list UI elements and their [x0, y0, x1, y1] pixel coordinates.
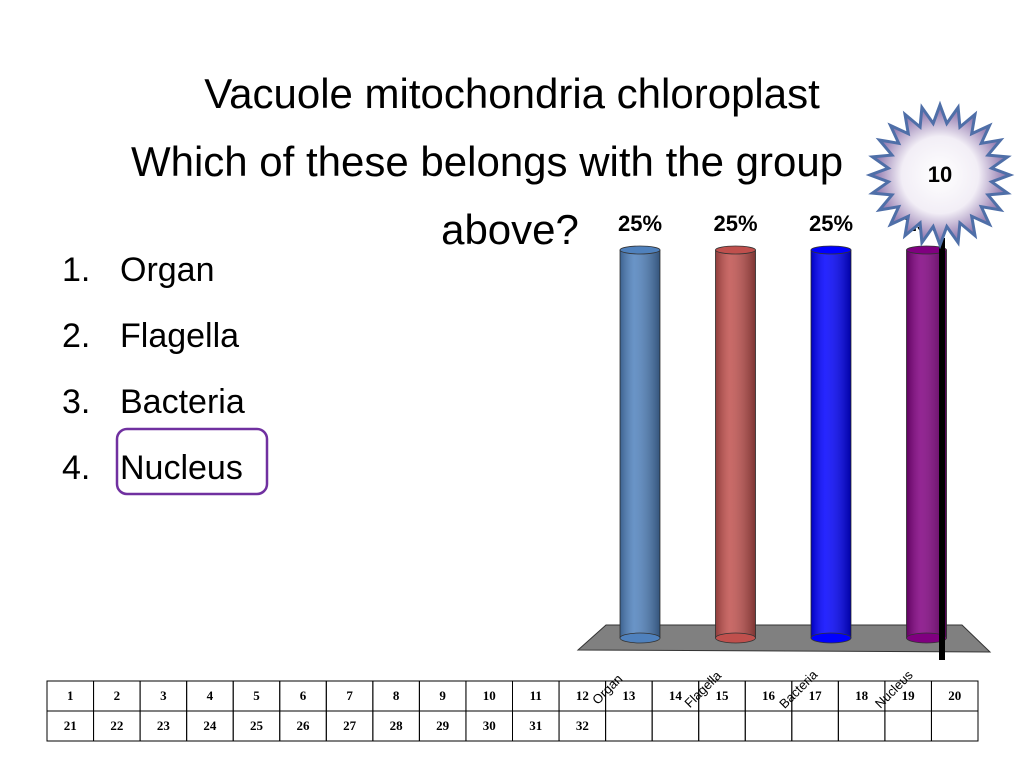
grid-number: 25: [250, 718, 264, 733]
grid-number: 18: [855, 688, 869, 703]
grid-number: 31: [529, 718, 542, 733]
grid-number: 20: [948, 688, 961, 703]
slide-title: above?: [441, 206, 579, 253]
grid-number: 11: [530, 688, 542, 703]
grid-number: 30: [483, 718, 496, 733]
grid-number: 15: [715, 688, 729, 703]
grid-number: 1: [67, 688, 74, 703]
grid-number: 8: [393, 688, 400, 703]
grid-number: 2: [114, 688, 121, 703]
option-text: Flagella: [120, 317, 239, 355]
grid-number: 21: [64, 718, 77, 733]
grid-number: 4: [207, 688, 214, 703]
grid-number: 9: [439, 688, 446, 703]
slide-title: Vacuole mitochondria chloroplast: [204, 70, 820, 117]
grid-number: 17: [809, 688, 823, 703]
grid-number: 28: [390, 718, 404, 733]
grid-number: 16: [762, 688, 776, 703]
grid-cell: [651, 710, 700, 742]
bar-bottom: [810, 632, 852, 644]
bar-shade: [715, 250, 756, 638]
bar-bottom: [906, 632, 947, 644]
grid-number: 29: [436, 718, 450, 733]
option-text: Nucleus: [120, 449, 243, 487]
grid-number: 14: [669, 688, 683, 703]
grid-cell: [884, 710, 932, 742]
grid-number: 32: [576, 718, 589, 733]
bar-shade: [620, 250, 660, 638]
grid-number: 7: [346, 688, 353, 703]
bar-bottom: [619, 632, 661, 644]
grid-number: 19: [902, 688, 916, 703]
option-text: Bacteria: [120, 383, 245, 421]
grid-number: 22: [110, 718, 123, 733]
grid-number: 5: [253, 688, 260, 703]
grid-number: 23: [157, 718, 171, 733]
bar-top: [906, 245, 947, 255]
grid-cell: [605, 710, 653, 742]
bar-bottom: [715, 632, 756, 644]
grid-number: 26: [297, 718, 311, 733]
grid-cell: [698, 710, 746, 742]
bar-top: [715, 245, 756, 255]
category-label: Organ: [589, 671, 625, 707]
bar-top: [619, 245, 661, 255]
chart-floor: [576, 624, 992, 653]
answer-highlight: [115, 427, 269, 496]
grid-number: 6: [300, 688, 307, 703]
bar-top: [810, 245, 852, 255]
grid-number: 13: [622, 688, 636, 703]
grid-number: 27: [343, 718, 357, 733]
option-number: 3.: [62, 383, 90, 421]
timer-star: [865, 100, 1015, 250]
grid-number: 10: [483, 688, 496, 703]
slide-title: Which of these belongs with the group: [131, 138, 843, 185]
option-text: Organ: [120, 251, 215, 289]
bar-shade: [811, 250, 851, 638]
grid-cell: [837, 710, 886, 742]
timer-value: 10: [928, 162, 952, 187]
option-number: 1.: [62, 251, 90, 289]
option-number: 4.: [62, 449, 90, 487]
value-label: 25%: [809, 211, 853, 236]
value-label: 25%: [713, 211, 757, 236]
grid-cell: [744, 710, 793, 742]
grid-cell: [930, 710, 979, 742]
grid-number: 3: [160, 688, 167, 703]
grid-cell: [791, 710, 839, 742]
grid-number: 24: [203, 718, 217, 733]
value-label: 25%: [618, 211, 662, 236]
option-number: 2.: [62, 317, 90, 355]
grid-number: 12: [576, 688, 589, 703]
